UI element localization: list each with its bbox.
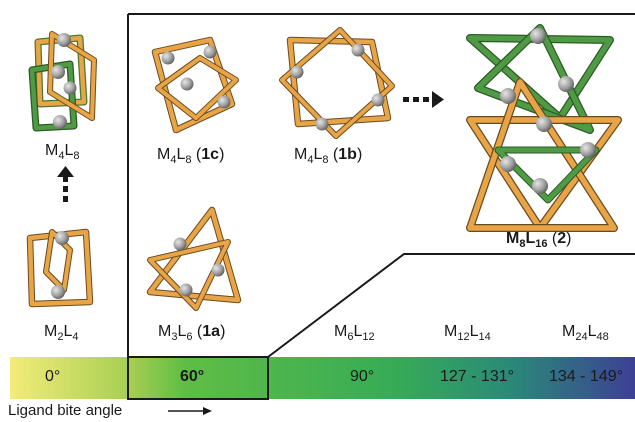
structure-m8l16-2 [466, 24, 622, 232]
label-m2l4: M2L4 [44, 323, 79, 343]
label-m8l16-2: M8L16 (2) [506, 230, 572, 250]
axis-arrow [168, 407, 212, 415]
structure-m4l8-1b [279, 27, 395, 139]
structure-m4l8-left [28, 31, 97, 132]
structure-m2l4 [26, 228, 94, 308]
highlight-box-60 [127, 356, 269, 400]
angle-gradient-bar [10, 357, 635, 399]
label-m24l48: M24L48 [562, 323, 609, 343]
angle-60: 60° [180, 368, 205, 385]
label-m3l6-1a: M3L6 (1a) [158, 323, 226, 343]
label-m4l8-1b: M4L8 (1b) [294, 146, 363, 166]
angle-90: 90° [350, 368, 375, 385]
structure-m3l6-1a [146, 206, 242, 311]
main-frame [127, 13, 635, 358]
axis-label: Ligand bite angle [8, 402, 123, 419]
angle-0: 0° [45, 368, 61, 385]
structure-m4l8-1c [151, 36, 239, 134]
label-m4l8-left: M4L8 [45, 142, 80, 162]
dashed-arrow-right [403, 91, 444, 108]
dashed-arrow-up [57, 166, 74, 202]
label-m6l12: M6L12 [334, 323, 375, 343]
label-m12l14: M12L14 [444, 323, 491, 343]
angle-134-149: 134 - 149° [549, 368, 624, 385]
label-m4l8-1c: M4L8 (1c) [157, 146, 225, 166]
angle-127-131: 127 - 131° [440, 368, 515, 385]
